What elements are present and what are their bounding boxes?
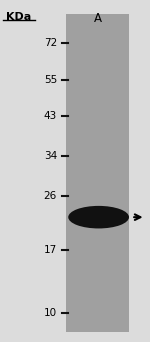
Text: 17: 17 <box>44 245 57 255</box>
Text: 43: 43 <box>44 111 57 121</box>
Bar <box>66 14 129 332</box>
Text: 72: 72 <box>44 38 57 48</box>
Text: 10: 10 <box>44 308 57 318</box>
Text: 34: 34 <box>44 151 57 161</box>
Text: 55: 55 <box>44 75 57 86</box>
Text: A: A <box>94 12 102 25</box>
Text: 26: 26 <box>44 190 57 201</box>
Text: KDa: KDa <box>6 12 31 22</box>
Ellipse shape <box>68 206 129 228</box>
